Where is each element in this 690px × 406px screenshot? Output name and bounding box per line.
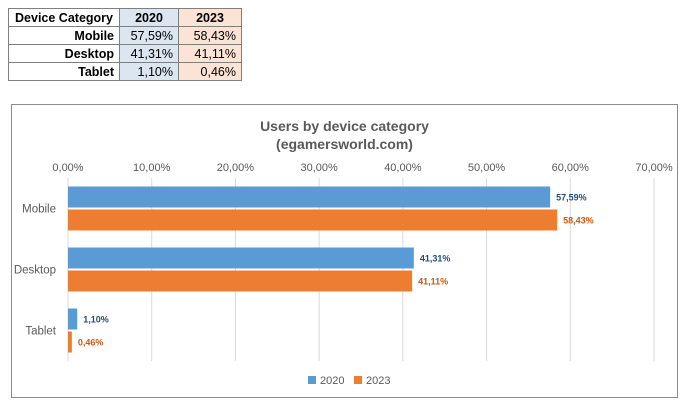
cell-desktop-2020: 41,31% <box>119 44 179 63</box>
cell-desktop-2023: 41,11% <box>178 44 242 63</box>
legend-swatch-2020 <box>308 376 316 384</box>
category-label: Tablet <box>25 326 56 338</box>
data-label: 41,11% <box>418 277 448 287</box>
bar-chart: 0,00% 10,00% 20,00% 30,00% 40,00% 50,00% 60,00… <box>14 162 673 387</box>
cell-mobile-2023: 58,43% <box>178 26 242 45</box>
header-device-category: Device Category <box>8 8 120 27</box>
table-row: Tablet 1,10% 0,46% <box>8 62 242 81</box>
data-label: 41,31% <box>420 254 451 264</box>
chart-title: Users by device category <box>260 118 429 134</box>
chart-frame: Users by device category (egamersworld.c… <box>11 104 678 398</box>
x-tick-label: 60,00% <box>552 162 590 174</box>
x-tick-label: 10,00% <box>133 162 171 174</box>
data-label: 1,10% <box>83 315 109 325</box>
header-2023: 2023 <box>178 8 242 27</box>
legend-label-2023: 2023 <box>366 375 390 387</box>
row-label-tablet: Tablet <box>8 62 120 81</box>
device-category-table: Device Category 2020 2023 Mobile 57,59% … <box>8 8 242 81</box>
data-label: 0,46% <box>78 338 104 348</box>
bar-2023-mobile <box>68 209 558 231</box>
x-tick-label: 70,00% <box>635 162 673 174</box>
x-tick-label: 20,00% <box>217 162 255 174</box>
x-tick-label: 30,00% <box>300 162 338 174</box>
bar-2023-desktop <box>68 270 413 292</box>
table-row: Desktop 41,31% 41,11% <box>8 44 242 63</box>
bar-2023-tablet <box>68 331 72 353</box>
category-label: Desktop <box>14 265 56 277</box>
bar-2020-desktop <box>68 247 414 269</box>
cell-tablet-2023: 0,46% <box>178 62 242 81</box>
bar-2020-mobile <box>68 186 551 208</box>
data-label: 58,43% <box>563 216 594 226</box>
row-label-mobile: Mobile <box>8 26 120 45</box>
category-label: Mobile <box>22 204 56 216</box>
x-tick-label: 40,00% <box>384 162 422 174</box>
x-tick-label: 50,00% <box>468 162 506 174</box>
x-tick-label: 0,00% <box>52 162 83 174</box>
header-2020: 2020 <box>119 8 179 27</box>
chart-subtitle: (egamersworld.com) <box>276 136 413 152</box>
table-row: Mobile 57,59% 58,43% <box>8 26 242 45</box>
legend-label-2020: 2020 <box>320 375 344 387</box>
legend-swatch-2023 <box>354 376 362 384</box>
cell-mobile-2020: 57,59% <box>119 26 179 45</box>
bar-2020-tablet <box>68 308 78 330</box>
table-header-row: Device Category 2020 2023 <box>8 8 242 27</box>
row-label-desktop: Desktop <box>8 44 120 63</box>
data-label: 57,59% <box>556 193 587 203</box>
cell-tablet-2020: 1,10% <box>119 62 179 81</box>
